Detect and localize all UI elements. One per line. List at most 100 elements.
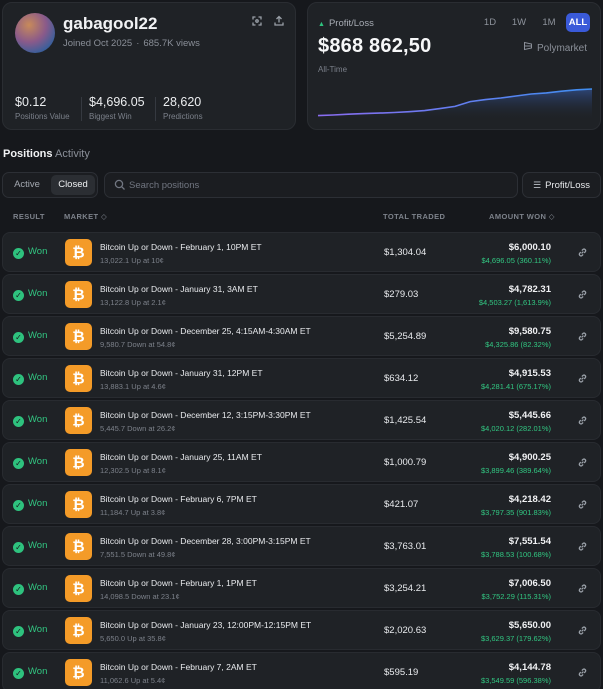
market-title[interactable]: Bitcoin Up or Down - February 1, 10PM ET — [100, 242, 262, 252]
table-row[interactable]: ✓ Won ₿ Bitcoin Up or Down - January 25, … — [2, 442, 601, 482]
market-title[interactable]: Bitcoin Up or Down - December 28, 3:00PM… — [100, 536, 311, 546]
pnl-chart — [317, 88, 593, 121]
range-1d[interactable]: 1D — [483, 17, 497, 28]
result-cell: ✓ Won — [13, 582, 47, 595]
expand-icon[interactable] — [249, 15, 265, 31]
search-input[interactable] — [129, 177, 509, 194]
tab-activity[interactable]: Activity — [55, 148, 90, 160]
market-detail: 14,098.5 Down at 23.1¢ — [100, 592, 180, 601]
range-1w[interactable]: 1W — [511, 17, 527, 28]
polymarket-logo-icon — [523, 41, 533, 54]
link-icon[interactable] — [577, 457, 588, 468]
link-icon[interactable] — [577, 373, 588, 384]
profile-stats: $0.12 Positions Value $4,696.05 Biggest … — [3, 95, 297, 125]
stat-value: $0.12 — [15, 95, 47, 109]
total-traded: $595.19 — [384, 667, 419, 678]
market-title[interactable]: Bitcoin Up or Down - January 25, 11AM ET — [100, 452, 262, 462]
joined-date: Joined Oct 2025 — [63, 38, 133, 49]
link-icon[interactable] — [577, 499, 588, 510]
market-title[interactable]: Bitcoin Up or Down - January 23, 12:00PM… — [100, 620, 312, 630]
result-cell: ✓ Won — [13, 414, 47, 427]
pnl-card: ▲ Profit/Loss 1D 1W 1M ALL $868 862,50 Al… — [307, 2, 601, 130]
result-cell: ✓ Won — [13, 246, 47, 259]
check-circle-icon: ✓ — [13, 458, 24, 469]
profit-percent: $3,788.53 (100.68%) — [480, 550, 551, 559]
link-icon[interactable] — [577, 289, 588, 300]
profit-percent: $3,797.35 (901.83%) — [480, 508, 551, 517]
share-icon[interactable] — [271, 15, 287, 31]
profit-percent: $3,752.29 (115.31%) — [481, 592, 552, 601]
link-icon[interactable] — [577, 247, 588, 258]
svg-text:₿: ₿ — [72, 286, 84, 304]
bitcoin-icon: ₿ — [65, 491, 92, 518]
profit-percent: $4,325.86 (82.32%) — [485, 340, 551, 349]
svg-text:₿: ₿ — [72, 496, 84, 514]
result-label: Won — [28, 414, 48, 425]
amount-won: $4,915.53 — [508, 368, 551, 379]
amount-won: $4,218.42 — [508, 494, 551, 505]
market-title[interactable]: Bitcoin Up or Down - December 12, 3:15PM… — [100, 410, 311, 420]
market-title[interactable]: Bitcoin Up or Down - February 6, 7PM ET — [100, 494, 257, 504]
table-row[interactable]: ✓ Won ₿ Bitcoin Up or Down - December 25,… — [2, 316, 601, 356]
check-circle-icon: ✓ — [13, 542, 24, 553]
market-title[interactable]: Bitcoin Up or Down - December 25, 4:15AM… — [100, 326, 311, 336]
profit-percent: $4,503.27 (1,613.9%) — [478, 298, 551, 307]
column-market[interactable]: MARKET ◇ — [64, 212, 108, 221]
status-filter: Active Closed — [2, 172, 98, 198]
table-row[interactable]: ✓ Won ₿ Bitcoin Up or Down - February 6, … — [2, 484, 601, 524]
link-icon[interactable] — [577, 583, 588, 594]
table-row[interactable]: ✓ Won ₿ Bitcoin Up or Down - January 23, … — [2, 610, 601, 650]
market-detail: 9,580.7 Down at 54.8¢ — [100, 340, 176, 349]
profit-percent: $4,020.12 (282.01%) — [480, 424, 551, 433]
amount-won: $7,006.50 — [508, 578, 551, 589]
pnl-header: ▲ Profit/Loss — [318, 18, 374, 29]
table-row[interactable]: ✓ Won ₿ Bitcoin Up or Down - February 1, … — [2, 232, 601, 272]
column-amount-won[interactable]: AMOUNT WON ◇ — [489, 212, 555, 221]
bitcoin-icon: ₿ — [65, 281, 92, 308]
market-title[interactable]: Bitcoin Up or Down - February 7, 2AM ET — [100, 662, 257, 672]
table-row[interactable]: ✓ Won ₿ Bitcoin Up or Down - January 31, … — [2, 358, 601, 398]
range-all[interactable]: ALL — [566, 13, 590, 32]
table-row[interactable]: ✓ Won ₿ Bitcoin Up or Down - February 1, … — [2, 568, 601, 608]
table-row[interactable]: ✓ Won ₿ Bitcoin Up or Down - December 12,… — [2, 400, 601, 440]
total-traded: $279.03 — [384, 289, 419, 300]
tab-positions[interactable]: Positions — [3, 148, 53, 160]
check-circle-icon: ✓ — [13, 248, 24, 259]
stat-divider — [155, 97, 156, 121]
result-label: Won — [28, 624, 48, 635]
stat-label: Biggest Win — [89, 112, 132, 121]
link-icon[interactable] — [577, 415, 588, 426]
market-title[interactable]: Bitcoin Up or Down - January 31, 12PM ET — [100, 368, 263, 378]
market-detail: 13,122.8 Up at 2.1¢ — [100, 298, 166, 307]
link-icon[interactable] — [577, 625, 588, 636]
table-row[interactable]: ✓ Won ₿ Bitcoin Up or Down - January 31, … — [2, 274, 601, 314]
link-icon[interactable] — [577, 667, 588, 678]
stat-divider — [81, 97, 82, 121]
market-title[interactable]: Bitcoin Up or Down - February 1, 1PM ET — [100, 578, 257, 588]
total-traded: $3,763.01 — [384, 541, 427, 552]
amount-won: $9,580.75 — [508, 326, 551, 337]
stat-label: Predictions — [163, 112, 203, 121]
total-traded: $634.12 — [384, 373, 419, 384]
sort-profit-loss-button[interactable]: ☰ Profit/Loss — [522, 172, 601, 198]
link-icon[interactable] — [577, 331, 588, 342]
table-row[interactable]: ✓ Won ₿ Bitcoin Up or Down - December 28,… — [2, 526, 601, 566]
range-1m[interactable]: 1M — [542, 17, 556, 28]
result-cell: ✓ Won — [13, 666, 47, 679]
filter-active-button[interactable]: Active — [14, 179, 40, 190]
pnl-line — [317, 88, 593, 117]
market-title[interactable]: Bitcoin Up or Down - January 31, 3AM ET — [100, 284, 258, 294]
check-circle-icon: ✓ — [13, 668, 24, 679]
result-cell: ✓ Won — [13, 288, 47, 301]
total-traded: $421.07 — [384, 499, 419, 510]
bitcoin-icon: ₿ — [65, 449, 92, 476]
bitcoin-icon: ₿ — [65, 659, 92, 686]
search-icon — [114, 179, 125, 190]
bitcoin-icon: ₿ — [65, 575, 92, 602]
bitcoin-icon: ₿ — [65, 365, 92, 392]
link-icon[interactable] — [577, 541, 588, 552]
avatar[interactable] — [15, 13, 55, 53]
table-row[interactable]: ✓ Won ₿ Bitcoin Up or Down - February 7, … — [2, 652, 601, 689]
filter-closed-button[interactable]: Closed — [51, 175, 95, 195]
search-box — [104, 172, 518, 198]
